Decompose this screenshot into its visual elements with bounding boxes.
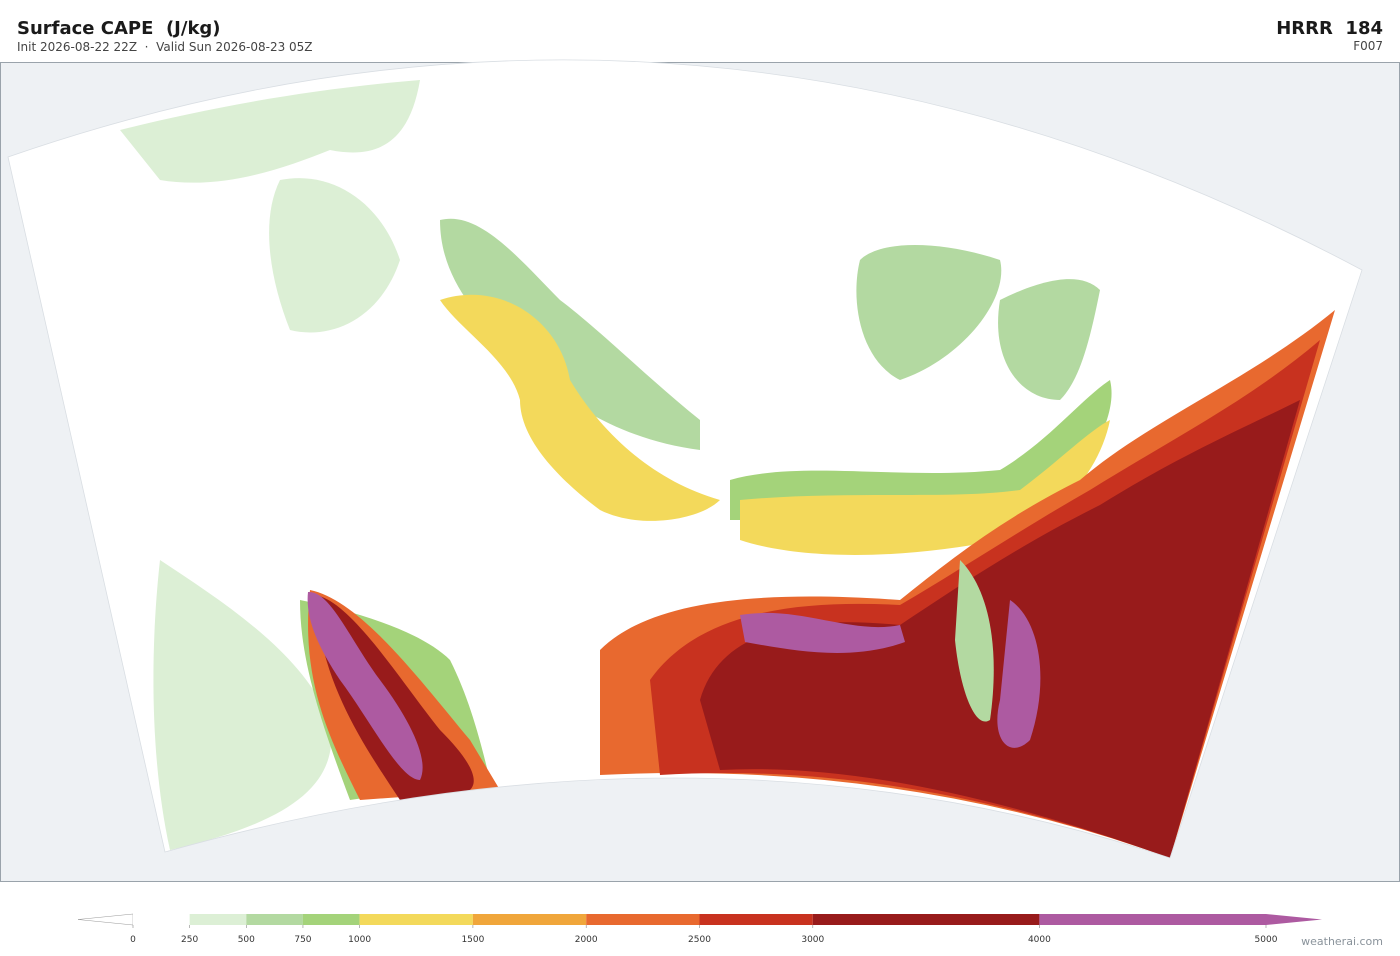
colorbar-segment bbox=[812, 914, 1040, 925]
colorbar-segment bbox=[133, 914, 190, 925]
colorbar-tick-label: 1000 bbox=[348, 935, 371, 945]
colorbar-tick-label: 1500 bbox=[461, 935, 484, 945]
colorbar-tick-label: 750 bbox=[294, 935, 311, 945]
cape-area bbox=[153, 560, 332, 850]
cape-area bbox=[955, 560, 994, 722]
colorbar-tick-label: 2000 bbox=[575, 935, 598, 945]
colorbar-tick-label: 250 bbox=[181, 935, 198, 945]
colorbar-under bbox=[77, 913, 134, 926]
colorbar-tick-label: 0 bbox=[130, 935, 136, 945]
cape-area bbox=[856, 245, 1002, 380]
colorbar: 0 250 500 750 1000 1500 2000 2500 3000 4000 5000 bbox=[77, 913, 1322, 945]
colorbar-tick-label: 5000 bbox=[1255, 935, 1278, 945]
cape-area bbox=[997, 600, 1041, 748]
cape-area bbox=[440, 294, 720, 521]
cape-area bbox=[998, 279, 1100, 400]
colorbar-segment bbox=[189, 914, 247, 925]
colorbar-segment bbox=[699, 914, 813, 925]
cape-area bbox=[740, 612, 905, 653]
colorbar-tick-label: 3000 bbox=[801, 935, 824, 945]
colorbar-segment bbox=[246, 914, 303, 925]
map bbox=[0, 59, 1400, 882]
colorbar-segment bbox=[1039, 914, 1266, 925]
subtitle: Init 2026-08-22 22Z · Valid Sun 2026-08-… bbox=[17, 40, 313, 54]
colorbar-over bbox=[1266, 914, 1322, 925]
cape-area bbox=[730, 380, 1112, 523]
domain-edge bbox=[7, 59, 1363, 859]
cape-area bbox=[120, 80, 420, 183]
colorbar-tick-label: 500 bbox=[238, 935, 255, 945]
title: Surface CAPE (J/kg) bbox=[17, 18, 221, 39]
colorbar-segment bbox=[586, 914, 700, 925]
watermark: weatherai.com bbox=[1301, 935, 1383, 948]
model: HRRR 184 bbox=[1276, 18, 1383, 39]
colorbar-tick-label: 2500 bbox=[688, 935, 711, 945]
cape-field bbox=[120, 80, 1335, 858]
cape-area bbox=[307, 591, 423, 780]
forecast-hour: F007 bbox=[1353, 39, 1383, 53]
cape-area bbox=[440, 218, 700, 450]
colorbar-segment bbox=[302, 914, 360, 925]
colorbar-tick-label: 4000 bbox=[1028, 935, 1051, 945]
cape-area bbox=[269, 178, 400, 333]
colorbar-segment bbox=[472, 914, 587, 925]
cape-area bbox=[700, 400, 1300, 858]
colorbar-segment bbox=[359, 914, 473, 925]
